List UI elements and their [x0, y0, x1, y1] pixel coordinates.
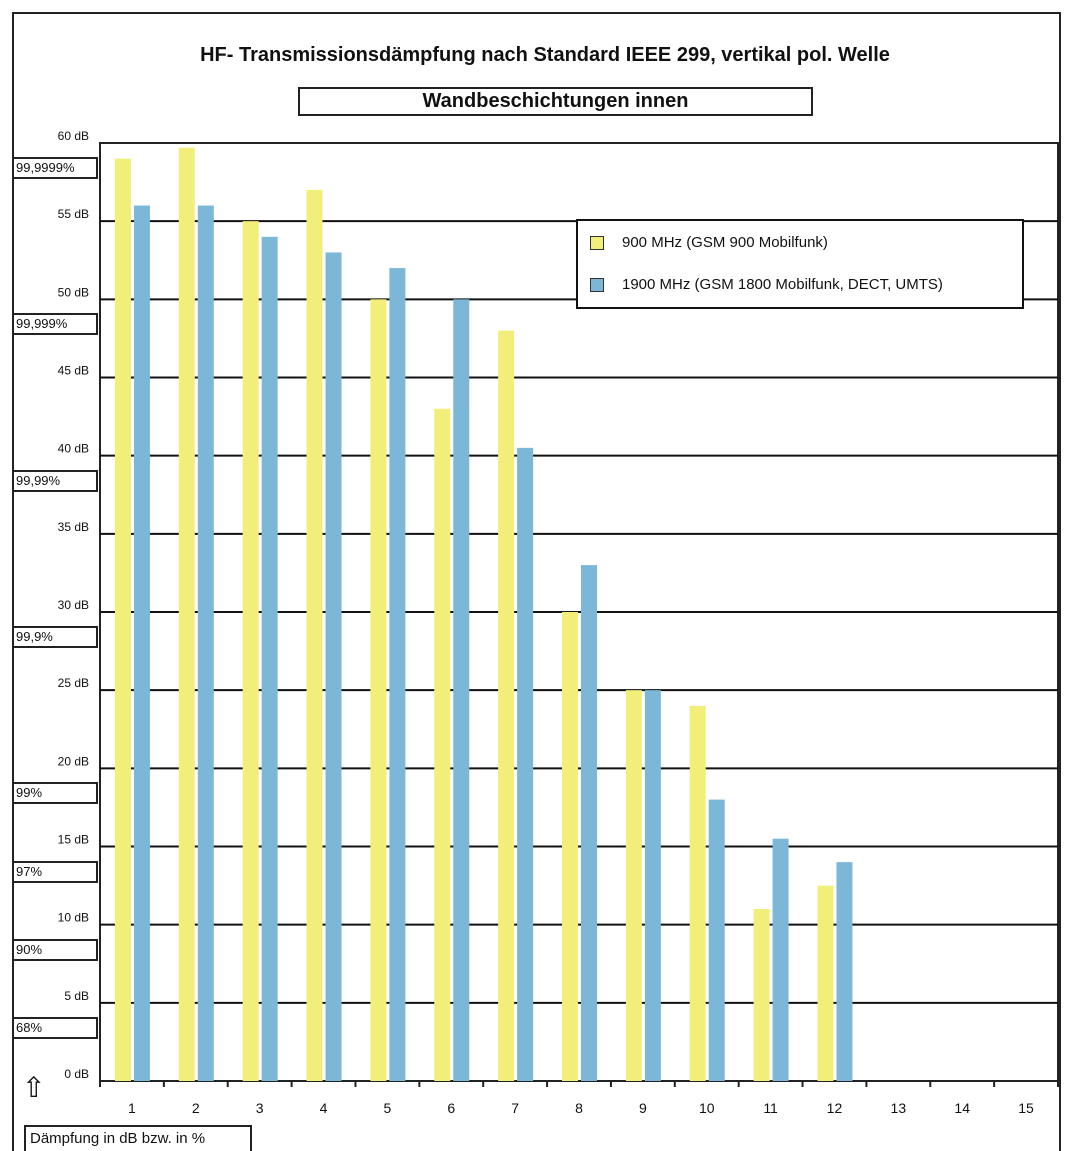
y-tick-label: 60 dB	[58, 129, 89, 143]
legend-label-900mhz: 900 MHz (GSM 900 Mobilfunk)	[622, 234, 828, 251]
x-tick-label: 4	[320, 1100, 328, 1116]
bar	[498, 330, 515, 1082]
x-tick-label: 14	[954, 1100, 970, 1116]
percent-label: 99,999%	[12, 313, 98, 336]
x-tick-label: 12	[827, 1100, 843, 1116]
bar	[772, 838, 789, 1081]
up-arrow-icon: ⇧	[22, 1072, 46, 1103]
percent-label: 99,9%	[12, 626, 98, 648]
bar	[836, 862, 853, 1081]
y-tick-label: 10 dB	[58, 911, 89, 925]
y-tick-label: 50 dB	[58, 285, 89, 299]
x-tick-label: 7	[511, 1100, 519, 1116]
bar	[517, 447, 534, 1082]
bar	[625, 690, 642, 1081]
y-tick-label: 40 dB	[58, 442, 89, 456]
y-tick-label: 0 dB	[64, 1067, 89, 1081]
y-tick-label: 20 dB	[58, 754, 89, 768]
x-tick-label: 3	[256, 1100, 264, 1116]
y-tick-label: 45 dB	[58, 364, 89, 378]
bar	[753, 909, 770, 1081]
y-tick-label: 30 dB	[58, 598, 89, 612]
bar	[114, 158, 131, 1082]
legend-item-900mhz: 900 MHz (GSM 900 Mobilfunk)	[590, 234, 828, 251]
percent-label: 99,9999%	[12, 157, 98, 179]
bar	[644, 690, 661, 1081]
x-tick-label: 6	[447, 1100, 455, 1116]
y-tick-label: 55 dB	[58, 207, 89, 221]
percent-label: 99%	[12, 782, 98, 805]
percent-label: 99,99%	[12, 469, 98, 492]
x-tick-label: 15	[1018, 1100, 1034, 1116]
x-tick-label: 5	[384, 1100, 392, 1116]
bar	[689, 705, 706, 1081]
bar	[133, 205, 150, 1082]
bar	[242, 221, 259, 1081]
bar	[453, 299, 470, 1081]
legend-swatch-900mhz	[590, 235, 604, 250]
x-tick-label: 9	[639, 1100, 647, 1116]
percent-label: 68%	[12, 1016, 98, 1039]
bar	[562, 612, 578, 1081]
bar	[434, 408, 451, 1081]
bar	[306, 189, 323, 1081]
legend-swatch-1900mhz	[590, 277, 604, 292]
bar	[581, 565, 597, 1081]
x-tick-label: 13	[891, 1100, 907, 1116]
bar	[325, 252, 342, 1081]
bar	[389, 268, 406, 1082]
y-tick-label: 5 dB	[64, 989, 89, 1003]
bar	[197, 205, 214, 1082]
percent-label: 90%	[12, 938, 98, 961]
chart-title: HF- Transmissionsdämpfung nach Standard …	[200, 44, 890, 66]
bar	[370, 299, 387, 1081]
x-tick-label: 10	[699, 1100, 715, 1116]
legend: 900 MHz (GSM 900 Mobilfunk) 1900 MHz (GS…	[576, 219, 1024, 309]
y-tick-label: 15 dB	[58, 833, 89, 847]
chart-subtitle: Wandbeschichtungen innen	[298, 87, 813, 116]
legend-item-1900mhz: 1900 MHz (GSM 1800 Mobilfunk, DECT, UMTS…	[590, 276, 943, 293]
bar	[261, 236, 278, 1082]
percent-label: 97%	[12, 860, 98, 883]
bar	[178, 147, 195, 1081]
y-axis-label: Dämpfung in dB bzw. in %	[24, 1125, 252, 1151]
legend-label-1900mhz: 1900 MHz (GSM 1800 Mobilfunk, DECT, UMTS…	[622, 276, 943, 293]
y-tick-label: 35 dB	[58, 520, 89, 534]
x-tick-label: 1	[128, 1100, 136, 1116]
x-tick-label: 11	[763, 1100, 778, 1116]
x-tick-label: 8	[575, 1100, 583, 1116]
bar	[817, 885, 834, 1081]
x-tick-label: 2	[192, 1100, 200, 1116]
outer-frame	[12, 12, 1061, 1151]
y-tick-label: 25 dB	[58, 676, 89, 690]
bar	[708, 799, 725, 1081]
